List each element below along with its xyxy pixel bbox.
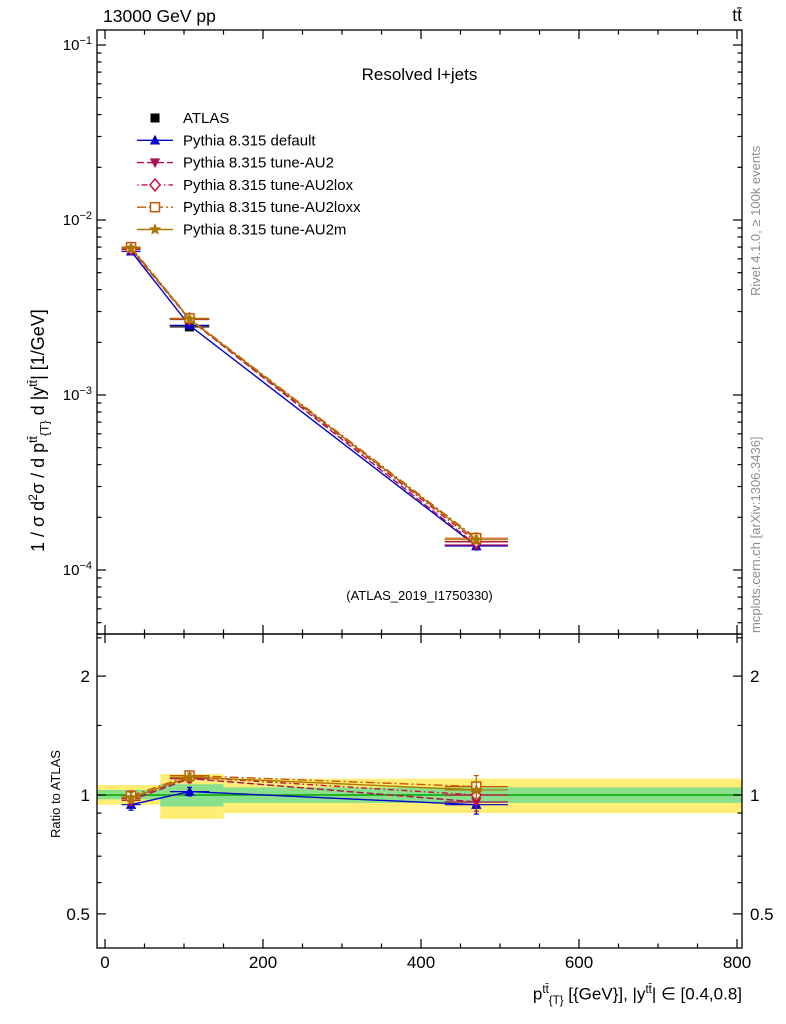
rivet-version-label: Rivet 4.1.0, ≥ 100k events [748, 145, 763, 296]
legend-item-3: Pythia 8.315 tune-AU2lox [137, 177, 354, 194]
svg-text:2: 2 [750, 667, 759, 686]
svg-text:10−4: 10−4 [63, 560, 92, 579]
panel-title: Resolved l+jets [362, 65, 478, 84]
process-label: tt̄ [732, 5, 742, 25]
legend-item-0: ATLAS [150, 110, 229, 127]
svg-text:1: 1 [81, 786, 90, 805]
svg-text:10−2: 10−2 [63, 210, 92, 229]
data-point-marker [124, 241, 138, 254]
ratio-series-5 [121, 770, 508, 804]
series-2 [121, 245, 508, 551]
svg-text:2: 2 [81, 667, 90, 686]
svg-text:1: 1 [750, 786, 759, 805]
legend-label: Pythia 8.315 tune-AU2loxx [183, 199, 361, 216]
legend: ATLAS Pythia 8.315 default Pythia 8.315 tu… [137, 110, 361, 239]
analysis-watermark: (ATLAS_2019_I1750330) [346, 588, 492, 603]
data-point-marker [148, 223, 162, 235]
legend-label: ATLAS [183, 110, 229, 127]
svg-text:400: 400 [407, 953, 435, 972]
svg-text:600: 600 [565, 953, 593, 972]
ratio-panel-series [121, 769, 508, 815]
y-axis-label: 1 / σ d2σ / d ptt̄{T} d |ytt̄| [1/GeV] [26, 309, 52, 552]
svg-text:10−1: 10−1 [63, 35, 92, 54]
svg-text:200: 200 [249, 953, 277, 972]
axis-tick-labels: 0 200 400 600 800 10−1 10−2 10−3 10−4 0.5 0.5 1 1 2 2 [63, 35, 774, 972]
legend-label: Pythia 8.315 tune-AU2lox [183, 177, 354, 194]
data-point-marker [124, 791, 138, 803]
series-3 [121, 241, 508, 549]
data-point-marker [149, 158, 161, 169]
series-4 [121, 241, 508, 545]
legend-item-1: Pythia 8.315 default [137, 132, 316, 149]
data-point-marker [184, 786, 195, 796]
legend-item-4: Pythia 8.315 tune-AU2loxx [137, 199, 361, 216]
axis-ticks [97, 30, 742, 948]
svg-text:0.5: 0.5 [66, 905, 90, 924]
ratio-axis-label: Ratio to ATLAS [48, 750, 63, 838]
series-0 [121, 242, 508, 547]
legend-label: Pythia 8.315 tune-AU2 [183, 155, 334, 172]
legend-label: Pythia 8.315 tune-AU2m [183, 222, 346, 239]
data-point-marker [470, 783, 483, 796]
series-1 [121, 245, 508, 551]
data-point-marker [149, 177, 161, 193]
data-point-marker [183, 312, 196, 325]
data-point-marker [150, 113, 160, 123]
data-point-marker [149, 134, 161, 145]
svg-text:10−3: 10−3 [63, 385, 92, 404]
svg-text:0: 0 [100, 953, 109, 972]
series-5 [121, 241, 508, 545]
panel-frames [96, 29, 743, 949]
legend-label: Pythia 8.315 default [183, 132, 316, 149]
legend-item-5: Pythia 8.315 tune-AU2m [137, 222, 346, 239]
data-point-marker [183, 770, 196, 783]
x-axis-label: ptt̄{T} [{GeV}], |ytt̄| ∈ [0.4,0.8] [532, 984, 742, 1008]
data-point-marker [149, 201, 161, 213]
beam-energy-label: 13000 GeV pp [103, 6, 216, 26]
svg-text:800: 800 [723, 953, 751, 972]
legend-item-2: Pythia 8.315 tune-AU2 [137, 155, 334, 172]
top-panel-series [121, 241, 508, 551]
data-point-marker [470, 533, 483, 545]
mcplots-source-label: mcplots.cern.ch [arXiv:1306.3436] [748, 436, 763, 633]
svg-text:0.5: 0.5 [750, 905, 774, 924]
